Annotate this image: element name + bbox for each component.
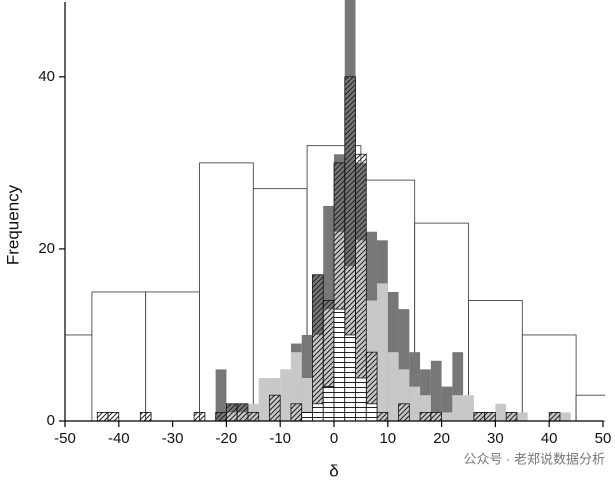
x-tick-label: 10	[379, 430, 396, 447]
bar	[96, 411, 109, 422]
bar	[139, 411, 152, 422]
bar	[301, 411, 313, 422]
bar	[280, 369, 291, 421]
bar	[473, 411, 486, 422]
bar	[463, 395, 474, 421]
bar	[398, 309, 410, 421]
y-tick-label: 20	[38, 240, 55, 257]
bar	[247, 411, 260, 422]
bar	[91, 291, 147, 422]
bar	[521, 334, 577, 422]
x-tick-label: 30	[487, 430, 504, 447]
bar	[387, 352, 399, 421]
bar	[409, 352, 421, 421]
bar	[484, 411, 496, 422]
x-tick-label: 50	[595, 430, 612, 447]
y-axis-label: Frequency	[3, 184, 22, 265]
x-tick-label: 0	[330, 430, 338, 447]
plot-area	[65, 0, 605, 422]
bar	[376, 411, 389, 422]
x-tick-label: 40	[541, 430, 558, 447]
bar	[365, 403, 378, 422]
y-tick-label: 0	[47, 412, 55, 429]
bar	[236, 403, 249, 422]
x-tick-label: -40	[108, 430, 130, 447]
bar	[269, 394, 281, 422]
y-tick-label: 40	[38, 68, 55, 85]
x-tick-label: -50	[54, 430, 76, 447]
bar	[333, 308, 346, 422]
bar	[516, 412, 528, 421]
bar	[290, 352, 302, 421]
watermark: 公众号 · 老郑说数据分析	[463, 451, 605, 466]
x-tick-label: -30	[162, 430, 184, 447]
bar	[355, 377, 367, 422]
bar	[377, 283, 388, 421]
bar	[430, 411, 442, 422]
bar	[430, 360, 442, 421]
bar	[505, 411, 518, 422]
bar	[398, 369, 410, 421]
bar	[495, 403, 507, 421]
bar	[452, 395, 464, 421]
bar	[301, 377, 313, 421]
bar	[215, 369, 227, 421]
bar	[575, 394, 605, 422]
bar	[312, 403, 324, 422]
bar	[193, 411, 206, 422]
bar	[107, 411, 120, 422]
x-tick-label: -20	[216, 430, 238, 447]
bar	[225, 403, 238, 422]
bar	[468, 300, 523, 422]
bar	[441, 386, 453, 421]
bar	[145, 291, 200, 422]
bar	[409, 386, 421, 421]
x-axis-label: δ	[329, 461, 338, 480]
axes: -50 -40 -30 -20 -10 0 10 20 30 40 50 0 20 40	[38, 2, 611, 447]
x-tick-label: 20	[433, 430, 450, 447]
bar	[344, 334, 356, 422]
bar	[290, 403, 303, 422]
bar	[419, 411, 432, 422]
bar	[322, 386, 335, 422]
x-tick-label: -10	[269, 430, 291, 447]
bar	[452, 352, 464, 421]
bar	[420, 395, 431, 421]
bar	[215, 411, 227, 422]
bar	[258, 377, 270, 421]
bar	[441, 412, 453, 421]
bar	[548, 411, 561, 422]
bar	[559, 412, 571, 421]
bar	[398, 403, 410, 422]
bar	[312, 274, 324, 422]
